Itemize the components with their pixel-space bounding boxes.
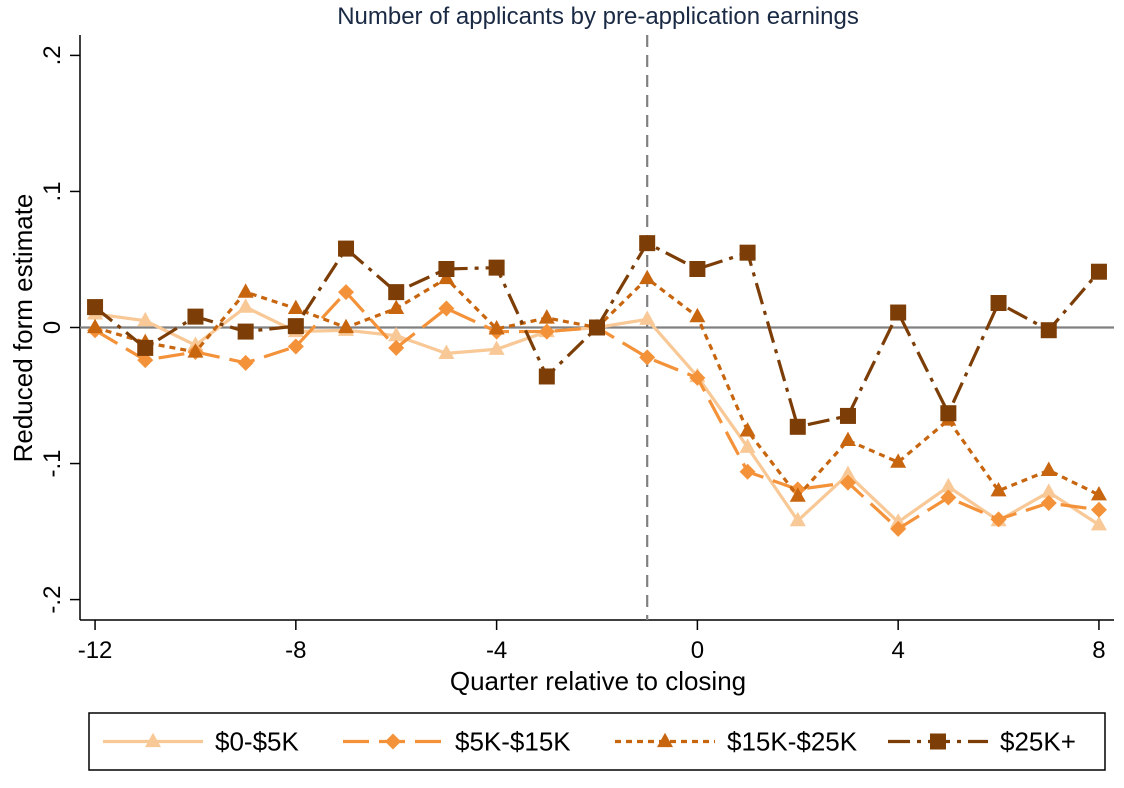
plot-area: -.2 -.1 0 .1 .2 -12 -8 -4 0 4 8 [39, 35, 1114, 664]
data-point [689, 369, 706, 386]
data-point [689, 261, 706, 277]
data-point [1090, 501, 1107, 518]
data-point [839, 407, 856, 424]
data-point [388, 326, 405, 342]
data-point [538, 323, 555, 340]
chart-title: Number of applicants by pre-application … [337, 3, 859, 30]
data-point [890, 513, 907, 528]
data-point [940, 477, 957, 493]
legend-item: $0-$5K [103, 727, 299, 757]
data-point [388, 339, 405, 356]
x-tick-label: 4 [891, 637, 904, 664]
data-point [789, 418, 806, 435]
data-point [538, 309, 555, 324]
data-point [990, 511, 1007, 528]
series-3 [87, 269, 1107, 502]
y-axis-label: Reduced form estimate [8, 194, 38, 463]
data-point [1040, 495, 1057, 511]
data-point [990, 481, 1007, 497]
legend-label: $5K-$15K [455, 727, 571, 757]
x-tick-label: 8 [1092, 637, 1105, 664]
data-point [1090, 263, 1107, 280]
legend-label: $15K-$25K [727, 727, 858, 757]
legend-swatch-marker [930, 733, 946, 750]
data-point [639, 269, 656, 285]
data-point [1090, 486, 1107, 501]
data-point [1040, 322, 1057, 339]
legend-item: $25K+ [888, 727, 1076, 757]
data-point [488, 340, 505, 355]
data-point [287, 338, 304, 355]
data-point [739, 244, 756, 261]
x-tick-label: -4 [486, 637, 507, 664]
data-point [839, 474, 856, 491]
legend-swatch-marker [657, 732, 673, 748]
data-point [338, 284, 355, 301]
data-point [940, 489, 957, 506]
data-point [789, 487, 806, 502]
series-4 [87, 235, 1107, 435]
legend-swatch-marker [145, 732, 161, 748]
data-point [689, 307, 706, 323]
data-point [87, 299, 104, 316]
data-point [388, 284, 405, 301]
data-point [890, 453, 907, 468]
data-point [639, 310, 656, 325]
data-point [839, 431, 856, 447]
x-axis-label: Quarter relative to closing [450, 666, 746, 696]
data-point [137, 311, 154, 327]
data-point [940, 405, 957, 422]
data-point [1040, 483, 1057, 498]
data-point [589, 319, 605, 336]
data-point [237, 354, 254, 371]
data-point [1040, 461, 1057, 476]
data-point [739, 438, 756, 453]
data-point [87, 318, 104, 334]
data-point [739, 422, 756, 437]
data-point [789, 511, 806, 527]
data-point [187, 308, 204, 325]
data-point [388, 299, 405, 315]
data-point [538, 368, 555, 385]
y-tick-label: -.2 [39, 586, 66, 614]
legend-item: $15K-$25K [615, 727, 858, 757]
data-point [890, 520, 907, 537]
legend-swatch-marker [385, 733, 401, 750]
data-point [739, 463, 756, 480]
data-point [237, 298, 254, 313]
data-point [338, 240, 355, 257]
x-tick-label: -12 [78, 637, 113, 664]
data-point [839, 465, 856, 481]
data-point [287, 299, 304, 315]
data-point [338, 318, 355, 334]
data-point [890, 304, 907, 321]
legend-item: $5K-$15K [343, 727, 571, 757]
data-point [137, 352, 154, 369]
data-point [287, 318, 304, 335]
legend-label: $25K+ [1000, 727, 1076, 757]
legend: $0-$5K $5K-$15K $15K-$25K $25K+ [88, 712, 1106, 771]
data-point [488, 320, 505, 335]
data-point [639, 349, 656, 366]
data-point [488, 259, 505, 276]
y-tick-label: .2 [39, 45, 66, 65]
data-point [137, 339, 154, 356]
data-point [438, 261, 455, 277]
y-tick-label: -.1 [39, 450, 66, 478]
x-tick-label: 0 [691, 637, 704, 664]
data-point [990, 295, 1007, 312]
y-tick-label: .1 [39, 181, 66, 201]
data-point [187, 343, 204, 358]
data-point [1090, 515, 1107, 531]
data-point [438, 344, 455, 359]
data-point [438, 300, 455, 317]
y-tick-label: 0 [39, 321, 66, 334]
data-point [639, 235, 656, 252]
data-point [237, 323, 254, 340]
data-point [237, 283, 254, 298]
x-tick-label: -8 [285, 637, 306, 664]
legend-label: $0-$5K [215, 727, 299, 757]
